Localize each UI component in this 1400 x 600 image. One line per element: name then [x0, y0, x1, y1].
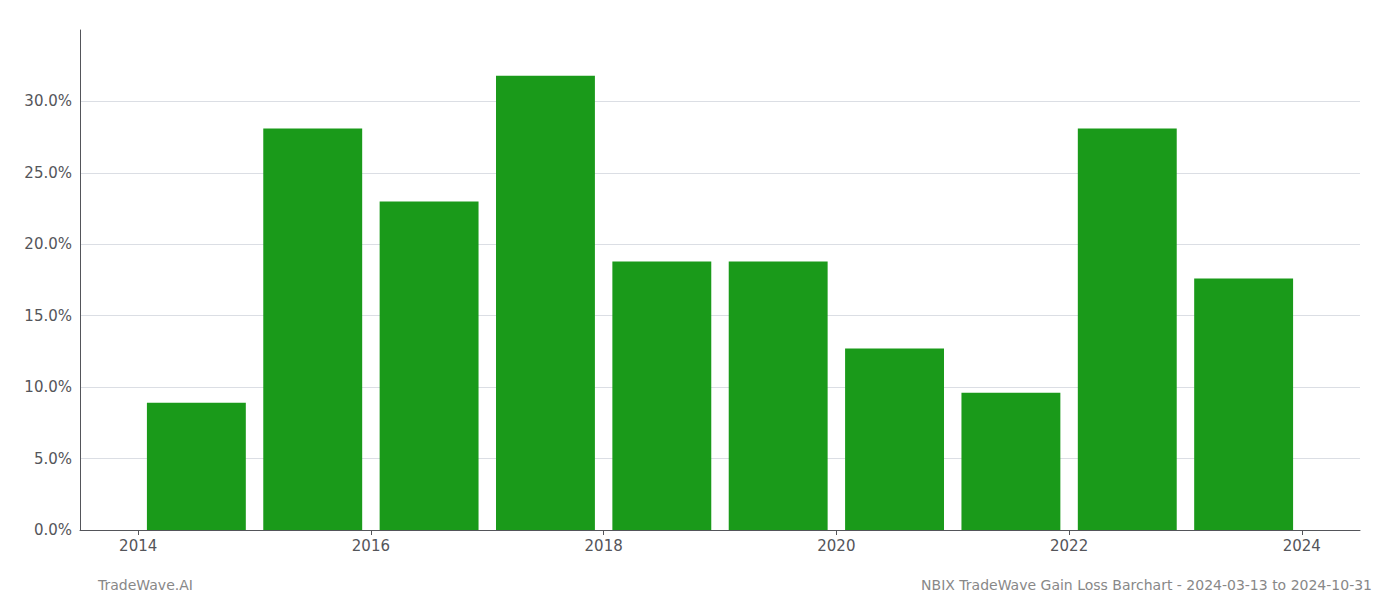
svg-text:0.0%: 0.0% — [34, 521, 72, 539]
svg-text:2022: 2022 — [1050, 537, 1088, 555]
svg-text:10.0%: 10.0% — [24, 378, 72, 396]
svg-text:2014: 2014 — [119, 537, 157, 555]
svg-text:25.0%: 25.0% — [24, 164, 72, 182]
svg-text:2020: 2020 — [817, 537, 855, 555]
svg-text:TradeWave.AI: TradeWave.AI — [97, 577, 193, 593]
svg-text:NBIX TradeWave Gain Loss Barch: NBIX TradeWave Gain Loss Barchart - 2024… — [921, 577, 1372, 593]
svg-text:2024: 2024 — [1283, 537, 1321, 555]
svg-text:20.0%: 20.0% — [24, 235, 72, 253]
svg-text:30.0%: 30.0% — [24, 92, 72, 110]
svg-text:15.0%: 15.0% — [24, 307, 72, 325]
svg-text:2018: 2018 — [585, 537, 623, 555]
svg-text:2016: 2016 — [352, 537, 390, 555]
svg-text:5.0%: 5.0% — [34, 450, 72, 468]
